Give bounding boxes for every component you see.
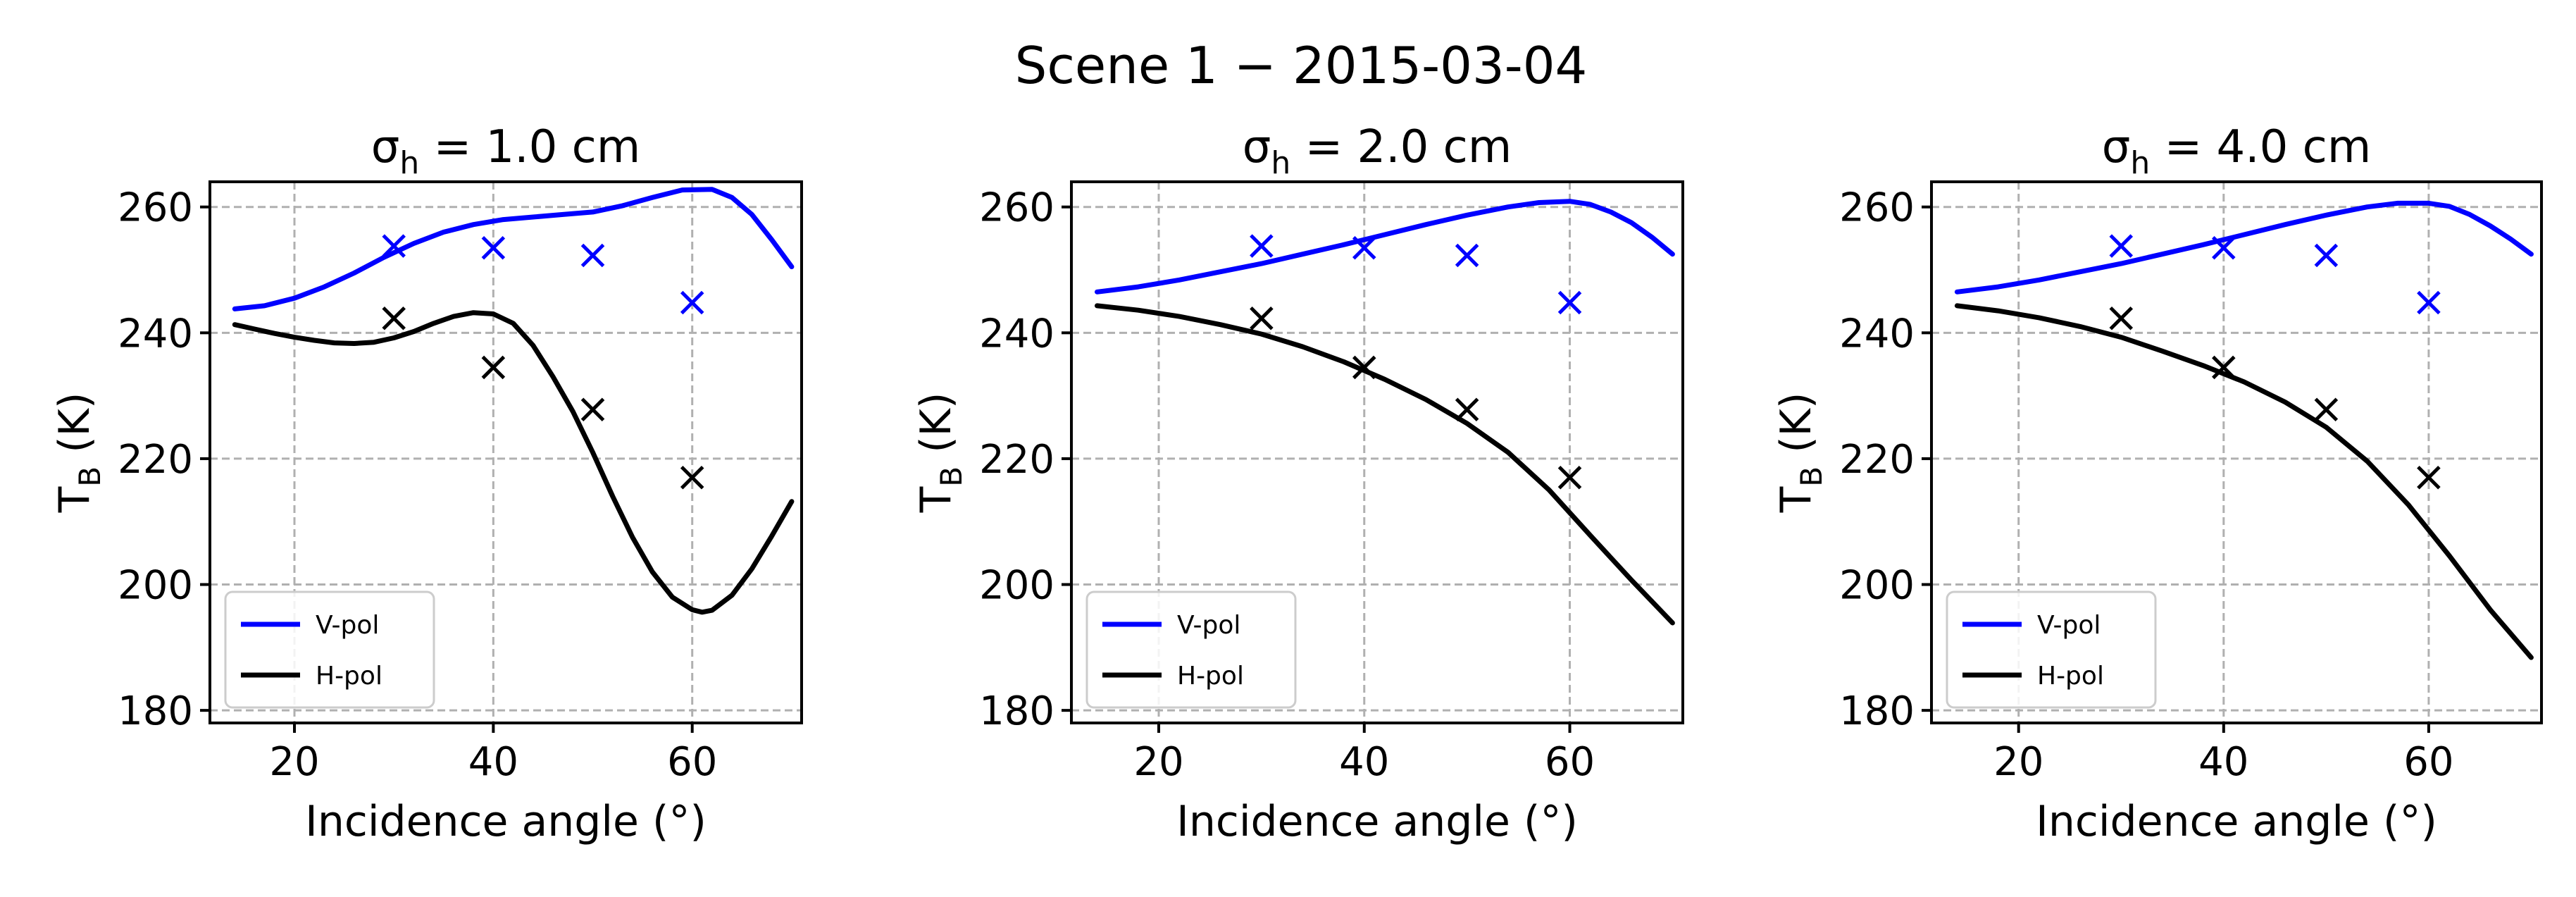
subplot-2-legend-label: V-pol [1177,611,1240,640]
subplot-3-marker-h-pol [2417,465,2441,490]
subplot-1-x-tick-label: 60 [667,739,717,785]
subplot-3-axes-frame [1930,180,2543,724]
subplot-2-marker-v-pol [1557,290,1582,315]
subplot-1-legend-label: H-pol [316,662,382,691]
subplot-1-x-axis-label: Incidence angle (°) [305,797,707,846]
subplot-2-marker-h-pol [1352,355,1376,380]
subplot-1-x-tick-label: 40 [468,739,518,785]
subplot-3-line-v-pol [1954,200,2534,295]
subplot-2-title: σh = 2.0 cm [1243,121,1512,181]
subplot-2-x-axis-label: Incidence angle (°) [1176,797,1578,846]
subplot-3-line-h-pol [1954,303,2534,660]
subplot-1-marker-h-pol [382,307,406,330]
subplot-3-marker-h-pol [2109,307,2134,330]
subplot-3-legend-label: V-pol [2037,611,2101,640]
subplot-3-marker-v-pol [2314,243,2339,268]
subplot-2-marker-h-pol [1557,465,1582,490]
subplot-2-marker-h-pol [1455,397,1479,422]
subplot-2-y-tick-label: 240 [979,311,1054,357]
subplot-1-x-tick-label: 20 [269,739,319,785]
subplots: 20 40 60 180 200 220 240 260 σh = 1.0 cm Incidenc… [50,121,2543,846]
subplot-1-legend-label: V-pol [316,611,379,640]
subplot-1-y-tick-label: 200 [118,563,193,609]
subplot-2-marker-h-pol [1250,307,1274,330]
subplot-3-marker-v-pol [2109,234,2134,258]
subplot-3: 20 40 60 180 200 220 240 260 σh = 4.0 cm Incidenc… [1772,121,2543,846]
subplot-3-legend: V-pol H-pol [1946,590,2157,709]
subplot-3-legend-label: H-pol [2037,662,2104,691]
subplot-3-x-tick-label: 20 [1993,739,2043,785]
subplot-2-legend: V-pol H-pol [1085,590,1297,709]
subplot-2-x-tick-label: 20 [1133,739,1183,785]
subplot-2-y-tick-label: 220 [979,437,1054,483]
subplot-2-line-v-pol [1095,199,1675,295]
subplot-1: 20 40 60 180 200 220 240 260 σh = 1.0 cm Incidenc… [50,121,803,846]
subplot-1-y-tick-label: 260 [118,185,193,231]
subplot-3-y-axis-label: TB (K) [1772,392,1829,514]
subplot-1-y-axis-label: TB (K) [50,392,107,514]
subplot-3-y-tick-label: 220 [1839,437,1915,483]
subplot-3-y-tick-label: 200 [1839,563,1915,609]
subplot-3-marker-v-pol [2212,235,2236,260]
subplot-1-marker-h-pol [680,465,704,490]
subplot-1-y-tick-label: 220 [118,437,193,483]
subplot-3-x-tick-label: 60 [2403,739,2453,785]
subplot-2-line-h-pol [1095,303,1675,626]
subplot-3-x-axis-label: Incidence angle (°) [2036,797,2437,846]
subplot-1-y-tick-label: 180 [118,688,193,734]
subplot-3-marker-h-pol [2314,397,2339,422]
subplot-1-line-h-pol [232,310,795,615]
subplot-1-legend: V-pol H-pol [224,590,435,709]
subplot-1-marker-h-pol [481,355,506,380]
subplot-2-y-tick-label: 200 [979,563,1054,609]
subplot-2-y-tick-label: 180 [979,688,1054,734]
subplot-2-marker-v-pol [1352,235,1376,260]
subplot-1-title: σh = 1.0 cm [371,121,640,181]
subplot-2-y-tick-label: 260 [979,185,1054,231]
subplot-3-y-tick-label: 260 [1839,185,1915,231]
subplot-2-legend-label: H-pol [1177,662,1244,691]
subplot-1-line-v-pol [232,187,795,311]
subplot-3-y-tick-label: 240 [1839,311,1915,357]
subplot-3-marker-v-pol [2417,290,2441,315]
subplot-3-x-tick-label: 40 [2198,739,2248,785]
subplot-2-axes-frame [1070,180,1684,724]
subplot-1-y-tick-label: 240 [118,311,193,357]
subplot-2-marker-v-pol [1250,234,1274,258]
subplot-3-marker-h-pol [2212,355,2236,380]
subplot-1-marker-v-pol [580,243,605,268]
subplot-3-title: σh = 4.0 cm [2102,121,2371,181]
subplot-1-marker-h-pol [580,397,605,422]
figure-title: Scene 1 − 2015-03-04 [1015,36,1588,95]
subplot-2: 20 40 60 180 200 220 240 260 σh = 2.0 cm Incidenc… [911,121,1684,846]
subplot-2-y-axis-label: TB (K) [911,392,969,514]
subplot-2-marker-v-pol [1455,243,1479,268]
subplot-1-axes-frame [209,180,803,724]
subplot-1-marker-v-pol [382,234,406,258]
subplot-2-x-tick-label: 60 [1545,739,1595,785]
subplot-2-x-tick-label: 40 [1339,739,1389,785]
subplot-1-marker-v-pol [680,290,704,315]
subplot-3-y-tick-label: 180 [1839,688,1915,734]
subplot-1-marker-v-pol [481,235,506,260]
